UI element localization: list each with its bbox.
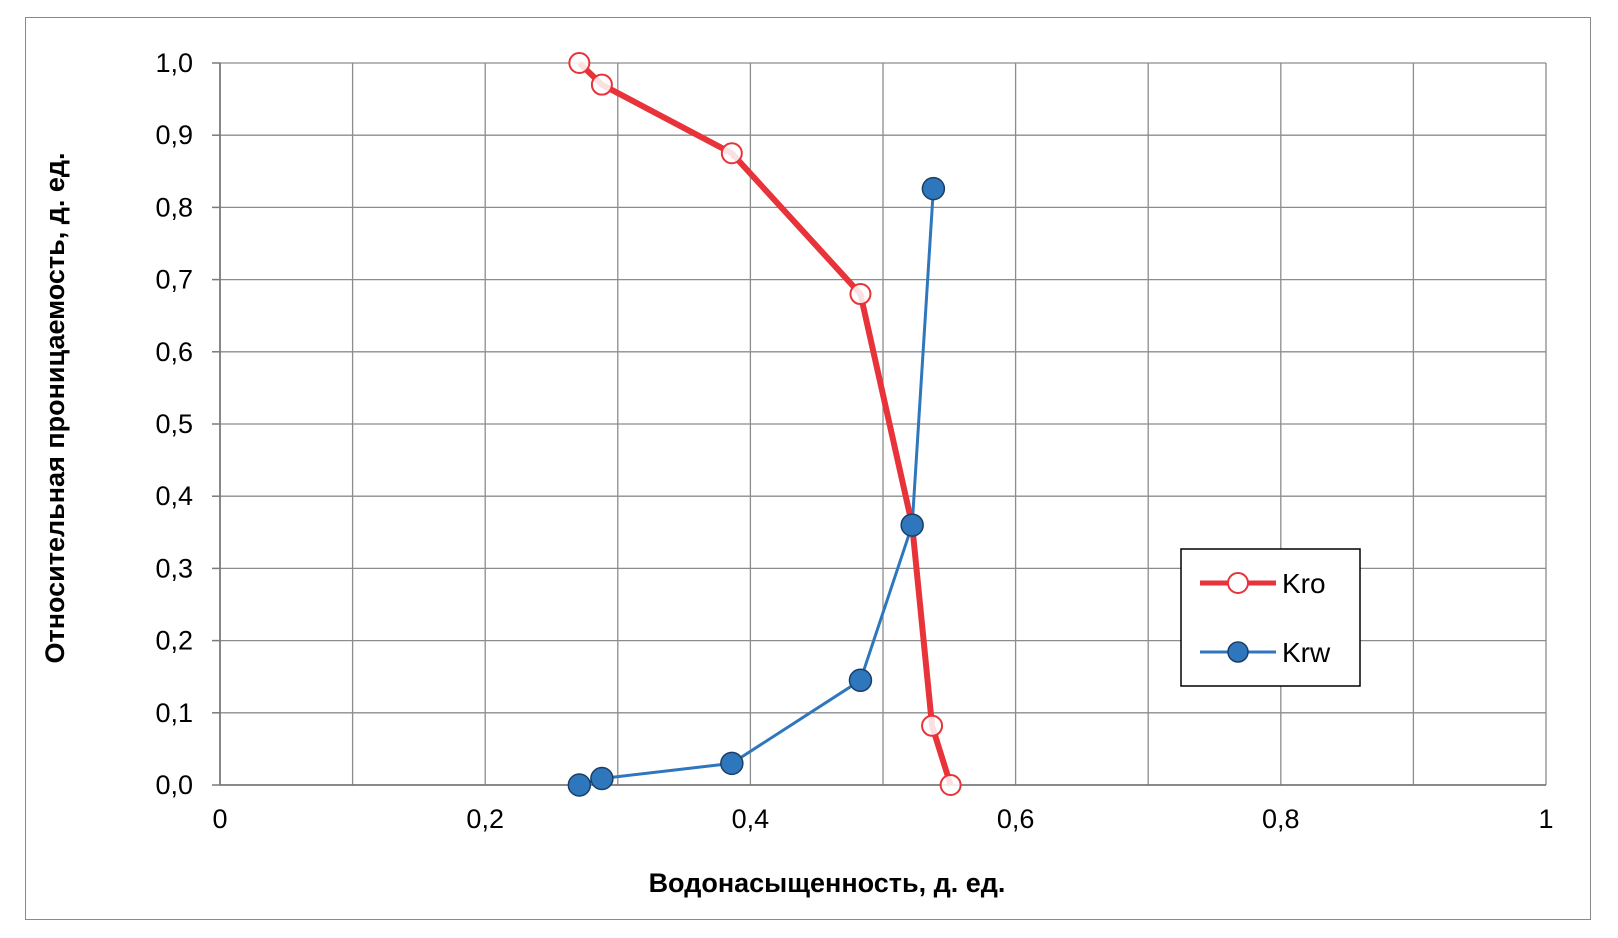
y-tick-label: 1,0	[155, 48, 193, 78]
kro-point	[921, 714, 944, 737]
y-tick-label: 0,8	[155, 192, 193, 222]
x-tick-labels: 0 0,2 0,4 0,6 0,8 1	[212, 804, 1553, 834]
krw-point	[720, 751, 744, 776]
x-tick-label: 0,4	[732, 804, 770, 834]
chart-frame	[25, 17, 1591, 920]
y-tick-label: 0,9	[155, 120, 193, 150]
legend-kro-marker	[1227, 572, 1249, 594]
legend: Kro Krw	[1180, 548, 1361, 687]
y-tick-label: 0,4	[155, 481, 193, 511]
legend-entry-krw: Krw	[1200, 637, 1331, 668]
series	[567, 52, 962, 797]
y-tick-label: 0,2	[155, 626, 193, 656]
legend-entry-kro: Kro	[1200, 568, 1326, 599]
y-tick-label: 0,1	[155, 698, 193, 728]
x-tick-label: 0,8	[1262, 804, 1300, 834]
x-axis-title: Водонасыщенность, д. ед.	[649, 868, 1006, 898]
kro-point	[590, 73, 613, 96]
kro-point	[568, 52, 591, 74]
grid	[220, 62, 1547, 785]
y-tick-labels: 0,0 0,1 0,2 0,3 0,4 0,5 0,6 0,7 0,8 0,9 1,0	[155, 48, 220, 800]
krw-point	[567, 773, 592, 797]
kro-point	[720, 142, 743, 165]
y-tick-label: 0,0	[155, 770, 193, 800]
x-tick-label: 1	[1538, 804, 1553, 834]
krw-point	[921, 176, 946, 201]
y-tick-label: 0,3	[155, 553, 193, 583]
y-axis-title: Относительная проницаемость, д. ед.	[40, 152, 70, 663]
krw-point	[590, 766, 614, 791]
kro-point	[939, 774, 962, 796]
kro-point	[849, 283, 872, 306]
krw-point	[900, 513, 924, 537]
y-tick-label: 0,7	[155, 265, 193, 295]
y-tick-label: 0,6	[155, 337, 193, 367]
y-tick-label: 0,5	[155, 409, 193, 439]
legend-box	[1180, 548, 1361, 687]
legend-krw-marker	[1227, 641, 1249, 663]
x-tick-label: 0,2	[466, 804, 504, 834]
legend-kro-label: Kro	[1282, 568, 1326, 599]
krw-point	[848, 668, 873, 693]
x-tick-label: 0	[212, 804, 227, 834]
krw-series-line	[578, 188, 935, 787]
legend-krw-label: Krw	[1282, 637, 1331, 668]
x-tick-label: 0,6	[997, 804, 1035, 834]
